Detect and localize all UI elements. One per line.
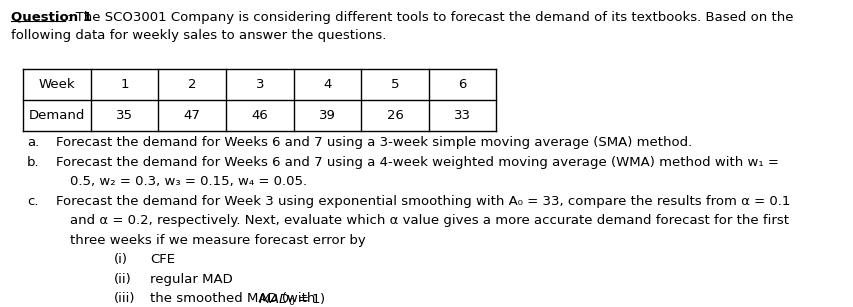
Text: Demand: Demand	[29, 109, 85, 122]
Text: : The SCO3001 Company is considering different tools to forecast the demand of i: : The SCO3001 Company is considering dif…	[67, 11, 792, 24]
Text: b.: b.	[26, 156, 39, 169]
Text: three weeks if we measure forecast error by: three weeks if we measure forecast error…	[70, 234, 366, 247]
Text: 39: 39	[319, 109, 335, 122]
Text: a.: a.	[26, 136, 39, 149]
Text: Question 1: Question 1	[11, 11, 91, 24]
Text: 46: 46	[251, 109, 268, 122]
Text: c.: c.	[26, 195, 38, 208]
Text: Forecast the demand for Week 3 using exponential smoothing with A₀ = 33, compare: Forecast the demand for Week 3 using exp…	[55, 195, 789, 208]
Text: 0.5, w₂ = 0.3, w₃ = 0.15, w₄ = 0.05.: 0.5, w₂ = 0.3, w₃ = 0.15, w₄ = 0.05.	[70, 175, 307, 188]
Text: 1: 1	[120, 78, 129, 91]
Text: the smoothed MAD (with: the smoothed MAD (with	[150, 292, 320, 305]
Text: Forecast the demand for Weeks 6 and 7 using a 3-week simple moving average (SMA): Forecast the demand for Weeks 6 and 7 us…	[55, 136, 691, 149]
Text: 47: 47	[183, 109, 200, 122]
Text: Week: Week	[38, 78, 75, 91]
Text: regular MAD: regular MAD	[150, 273, 233, 286]
Text: 3: 3	[255, 78, 264, 91]
Text: 6: 6	[458, 78, 467, 91]
Text: $\mathit{MAD}_0 = 1)$: $\mathit{MAD}_0 = 1)$	[258, 292, 325, 307]
Text: and α = 0.2, respectively. Next, evaluate which α value gives a more accurate de: and α = 0.2, respectively. Next, evaluat…	[70, 214, 788, 227]
Text: 4: 4	[323, 78, 331, 91]
Text: CFE: CFE	[150, 253, 175, 266]
Text: 26: 26	[386, 109, 403, 122]
Text: (iii): (iii)	[114, 292, 136, 305]
Text: 2: 2	[188, 78, 196, 91]
Text: following data for weekly sales to answer the questions.: following data for weekly sales to answe…	[11, 29, 386, 42]
Text: (i): (i)	[114, 253, 128, 266]
Text: Forecast the demand for Weeks 6 and 7 using a 4-week weighted moving average (WM: Forecast the demand for Weeks 6 and 7 us…	[55, 156, 778, 169]
Text: 35: 35	[116, 109, 133, 122]
Text: 5: 5	[391, 78, 399, 91]
Text: 33: 33	[454, 109, 471, 122]
Text: (ii): (ii)	[114, 273, 131, 286]
